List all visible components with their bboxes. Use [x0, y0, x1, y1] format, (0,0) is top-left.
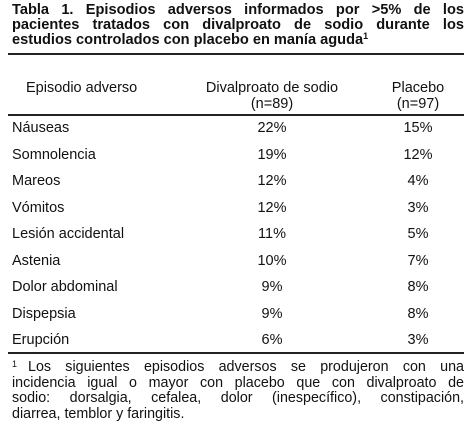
row-label: Erupción [12, 332, 70, 348]
row-label: Dispepsia [12, 305, 76, 322]
title-superscript: 1 [363, 31, 369, 41]
rule [8, 53, 464, 55]
title-line: estudios controlados con placebo en maní… [12, 31, 464, 48]
rule [8, 352, 464, 354]
row-label: Vómitos [12, 199, 65, 216]
row-label: Mareos [12, 173, 61, 189]
title-line: Tabla 1. Episodios adversos informados p… [12, 3, 464, 18]
footnote-line: Los siguientes episodios adversos se pro… [28, 359, 464, 375]
column-header: Divalproato de sodio [205, 80, 339, 96]
footnote-line: sodio: dorsalgia, cefalea, dolor (inespe… [12, 390, 464, 406]
column-header: Placebo [391, 80, 445, 96]
cell-value: 9% [261, 305, 283, 322]
cell-value: 9% [261, 279, 283, 295]
cell-value: 11% [258, 226, 286, 242]
column-header: (n=97) [396, 96, 440, 112]
cell-value: 12% [257, 173, 287, 189]
title-line: pacientes tratados con divalproato de so… [12, 18, 464, 33]
cell-value: 8% [407, 305, 429, 322]
cell-value: 15% [403, 120, 433, 136]
row-label: Lesión accidental [12, 226, 125, 242]
cell-value: 10% [257, 252, 287, 269]
footnote-line: incidencia igual o mayor con placebo que… [12, 374, 464, 391]
cell-value: 7% [407, 252, 429, 269]
row-label: Astenia [12, 252, 61, 269]
cell-value: 8% [407, 279, 429, 295]
cell-value: 12% [257, 199, 287, 216]
title-text: estudios controlados con placebo en maní… [12, 32, 364, 48]
cell-value: 3% [407, 332, 429, 348]
title-text: Tabla 1. Episodios adversos informados p… [12, 2, 464, 18]
cell-value: 5% [407, 226, 429, 242]
cell-value: 3% [407, 199, 429, 216]
cell-value: 19% [257, 146, 287, 163]
cell-value: 4% [407, 173, 429, 189]
cell-value: 6% [261, 332, 283, 348]
column-header: (n=89) [250, 96, 294, 112]
column-header: Episodio adverso [26, 80, 138, 96]
row-label: Dolor abdominal [12, 279, 118, 295]
rule [8, 114, 464, 116]
row-label: Náuseas [12, 120, 70, 136]
row-label: Somnolencia [12, 146, 96, 163]
title-text: pacientes tratados con divalproato de so… [12, 17, 464, 33]
cell-value: 22% [257, 120, 287, 136]
cell-value: 12% [403, 146, 433, 163]
footnote-line: diarrea, temblor y faringitis. [12, 405, 185, 422]
